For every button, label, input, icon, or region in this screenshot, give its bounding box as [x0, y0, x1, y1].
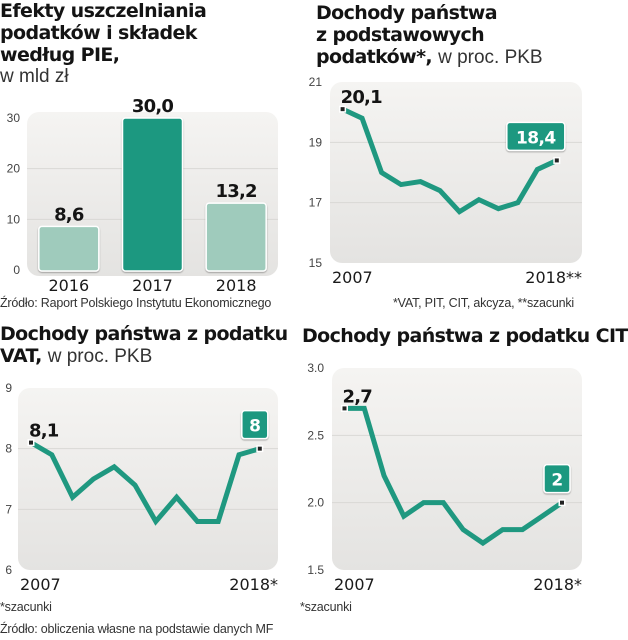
base-taxes-first-value-label: 20,1: [341, 87, 382, 108]
bar-xtick-label: 2018: [216, 276, 257, 295]
vat-last-value-label: 8: [249, 417, 260, 437]
cit-line-chart: 1.5 2.0 2.5 3.0 2,7 2 2007 2018*: [307, 361, 582, 594]
cit-ytick-label: 2.5: [307, 428, 324, 442]
vat-line-chart: 6 7 8 9 8,1 8 2007 2018*: [5, 381, 278, 594]
bar-chart-ytick-label: 10: [7, 212, 21, 226]
cit-ytick-label: 3.0: [307, 361, 324, 375]
bar-value-label: 30,0: [132, 96, 173, 117]
bar-chart-title-line: według PIE,: [0, 44, 120, 66]
vat-title-line: VAT,: [0, 345, 42, 367]
bar-chart-source: Źródło: Raport Polskiego Instytutu Ekono…: [0, 296, 272, 310]
bottom-source: Źródło: obliczenia własne na podstawie d…: [0, 622, 274, 636]
vat-ytick-label: 7: [5, 502, 12, 516]
vat-footnote: *szacunki: [0, 600, 52, 614]
base-taxes-ytick-label: 17: [309, 196, 323, 210]
base-taxes-ytick-label: 21: [309, 75, 323, 89]
base-taxes-ytick-label: 15: [309, 256, 323, 270]
vat-chart-title: Dochody państwa z podatku VAT, w proc. P…: [0, 323, 288, 368]
base-taxes-xtick-label-end: 2018**: [525, 268, 582, 287]
cit-ytick-label: 2.0: [307, 496, 324, 510]
vat-last-marker: [257, 446, 262, 451]
cit-last-value-label: 2: [551, 471, 562, 491]
vat-series-line: [29, 440, 261, 526]
cit-last-marker: [560, 500, 564, 505]
cit-last-value-badge: [543, 463, 571, 494]
bar-chart-subtitle: w mld zł: [0, 66, 69, 87]
bar-chart-title-line: Efekty uszczelniania: [0, 0, 207, 22]
vat-xtick-label-end: 2018*: [229, 575, 278, 594]
cit-footnote: *szacunki: [300, 600, 352, 614]
cit-ytick-label: 1.5: [307, 563, 324, 577]
bar-chart-ytick-label: 20: [7, 162, 21, 176]
base-taxes-plot-background: [330, 82, 582, 263]
cit-series-line: [344, 405, 564, 547]
base-taxes-last-marker: [554, 158, 559, 163]
vat-ytick-label: 6: [5, 563, 12, 577]
bar-chart-title: Efekty uszczelniania podatków i składek …: [0, 0, 207, 88]
cit-chart-title: Dochody państwa z podatku CIT: [302, 325, 628, 347]
bar-chart-title-line: podatków i składek: [0, 22, 197, 44]
vat-subtitle: w proc. PKB: [47, 346, 153, 367]
cit-first-value-label: 2,7: [343, 386, 373, 407]
cit-title-line: Dochody państwa z podatku CIT: [302, 325, 628, 347]
bar-chart: 0 10 20 30 8,6 2016 30,0 2017 13,2 2018: [7, 96, 278, 295]
cit-xtick-label-start: 2007: [334, 575, 375, 594]
base-taxes-line-chart: 15 17 19 21 20,1 18,4 2007 2018**: [309, 75, 582, 287]
base-taxes-title-line: z podstawowych: [316, 24, 485, 46]
vat-title-line: Dochody państwa z podatku: [0, 323, 288, 345]
vat-xtick-label-start: 2007: [20, 575, 61, 594]
cit-xtick-label-end: 2018*: [533, 575, 582, 594]
vat-first-value-label: 8,1: [29, 421, 59, 442]
base-taxes-ytick-label: 19: [309, 135, 323, 149]
bar-chart-ytick-label: 0: [13, 263, 20, 277]
cit-first-marker: [342, 406, 347, 411]
cit-plot-background: [332, 368, 582, 570]
bar-xtick-label: 2016: [48, 276, 89, 295]
base-taxes-series-line: [341, 106, 558, 215]
base-taxes-title-line: podatków*,: [316, 46, 433, 68]
vat-plot-background: [18, 388, 278, 570]
base-taxes-chart-title: Dochody państwa z podstawowych podatków*…: [316, 2, 543, 69]
bar-chart-ytick-label: 30: [7, 111, 21, 125]
base-taxes-footnote: *VAT, PIT, CIT, akcyza, **szacunki: [393, 296, 574, 310]
base-taxes-last-value-badge: [506, 121, 566, 152]
bar-xtick-label: 2017: [132, 276, 173, 295]
bar-2017: [121, 117, 184, 272]
base-taxes-subtitle: w proc. PKB: [438, 47, 543, 68]
bar-2016: [38, 225, 100, 272]
vat-last-value-badge: [241, 409, 269, 440]
bar-value-label: 8,6: [54, 204, 84, 225]
base-taxes-last-value-label: 18,4: [516, 128, 556, 148]
vat-first-marker: [29, 440, 33, 445]
base-taxes-xtick-label-start: 2007: [332, 268, 373, 287]
bar-value-label: 13,2: [216, 181, 257, 202]
vat-ytick-label: 9: [5, 381, 12, 395]
bar-2018: [205, 202, 267, 272]
vat-ytick-label: 8: [5, 442, 12, 456]
base-taxes-title-line: Dochody państwa: [316, 2, 498, 24]
base-taxes-first-marker: [340, 107, 345, 112]
